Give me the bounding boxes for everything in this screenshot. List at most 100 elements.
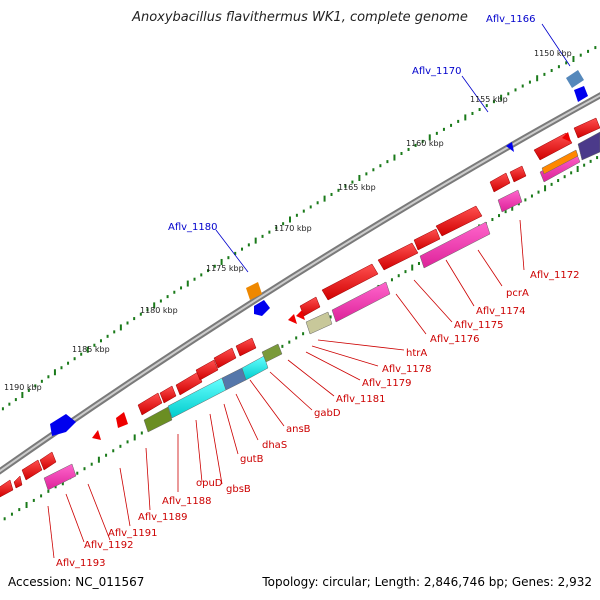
minor-tick: [514, 88, 517, 92]
gene-htra[interactable]: [435, 205, 483, 237]
minor-tick: [213, 264, 216, 268]
gene-label[interactable]: Aflv_1176: [430, 334, 480, 345]
gene-aflv-1181[interactable]: [321, 263, 379, 301]
major-tick: [153, 302, 156, 309]
major-tick: [500, 94, 503, 101]
minor-tick: [54, 485, 57, 489]
gene-aflv-1180-box[interactable]: [246, 282, 262, 300]
gene-aflv-1166-box[interactable]: [566, 70, 584, 88]
gene-label[interactable]: Aflv_1193: [56, 558, 106, 569]
topology-summary: Topology: circular; Length: 2,846,746 bp…: [262, 575, 592, 589]
gene-bar-1175[interactable]: [497, 189, 523, 213]
gene-aflv-1189[interactable]: [39, 451, 57, 471]
minor-tick: [140, 431, 143, 435]
gene-bar-1172b[interactable]: [541, 149, 579, 175]
minor-tick: [275, 226, 278, 230]
minor-tick: [316, 201, 319, 205]
gene-label[interactable]: ansB: [286, 424, 311, 435]
gene-label[interactable]: Aflv_1179: [362, 378, 412, 389]
gene-label-aflv-1180[interactable]: Aflv_1180: [168, 222, 218, 233]
minor-tick: [565, 61, 568, 65]
gene-ansb[interactable]: [235, 337, 257, 357]
gene-aflv-1178[interactable]: [413, 228, 441, 251]
gene-bar-1193[interactable]: [43, 463, 77, 491]
minor-tick: [330, 192, 333, 196]
gene-bar-1188[interactable]: [143, 406, 173, 433]
gene-label[interactable]: Aflv_1175: [454, 320, 504, 331]
gene-label[interactable]: Aflv_1192: [84, 540, 134, 551]
gene-label[interactable]: gutB: [240, 454, 264, 465]
minor-tick: [414, 143, 417, 147]
major-tick: [254, 237, 257, 244]
gene-aflv-1175[interactable]: [509, 165, 527, 183]
gene-label[interactable]: Aflv_1191: [108, 528, 158, 539]
gene-bar-gabd[interactable]: [305, 311, 333, 335]
minor-tick: [193, 277, 196, 281]
gene-gbsb[interactable]: [175, 371, 203, 396]
minor-tick: [241, 247, 244, 251]
genome-backbone-highlight: [0, 94, 600, 473]
minor-tick: [1, 407, 4, 411]
gene-aflv-1180-arrow[interactable]: [254, 300, 270, 316]
gene-label[interactable]: Aflv_1174: [476, 306, 526, 317]
gene-aflv-1176[interactable]: [489, 172, 511, 193]
gene-aflv-1192[interactable]: [13, 475, 23, 489]
gene-aflv-1193[interactable]: [0, 479, 14, 498]
gene-aflv-1188[interactable]: [137, 392, 163, 416]
minor-tick: [386, 160, 389, 164]
gene-label[interactable]: Aflv_1189: [138, 512, 188, 523]
gene-label[interactable]: gabD: [314, 408, 341, 419]
minor-tick: [282, 222, 285, 226]
gene-bar-gutb[interactable]: [221, 367, 247, 391]
gene-bar-1181[interactable]: [331, 281, 391, 323]
gene-aflv-1166-arrow[interactable]: [574, 86, 588, 102]
minor-tick: [99, 339, 102, 343]
minor-tick: [10, 512, 13, 516]
minor-tick: [417, 262, 420, 266]
minor-tick: [227, 256, 230, 260]
inner-tick-ring: [3, 156, 599, 521]
tick-label: 1160 kbp: [406, 139, 444, 148]
gene-label[interactable]: Aflv_1178: [382, 364, 432, 375]
gene-label[interactable]: opuD: [196, 478, 223, 489]
minor-tick: [550, 182, 553, 186]
gene-bar-dhas[interactable]: [241, 355, 269, 381]
bottom-gene-labels: Aflv_1172 pcrA Aflv_1174 Aflv_1175 Aflv_…: [56, 270, 580, 569]
minor-tick: [173, 290, 176, 294]
minor-tick: [288, 340, 291, 344]
gene-aflv-1191[interactable]: [21, 459, 43, 481]
minor-tick: [113, 330, 116, 334]
gene-aflv-1179[interactable]: [377, 242, 419, 271]
gene-opud[interactable]: [159, 385, 177, 404]
major-tick: [25, 502, 28, 509]
gene-label[interactable]: Aflv_1188: [162, 496, 212, 507]
minor-tick: [207, 269, 210, 273]
minor-tick: [521, 84, 524, 88]
gene-dhas[interactable]: [213, 347, 237, 369]
gene-bar-htra[interactable]: [419, 221, 491, 269]
gene-aflv-1170-arrow[interactable]: [506, 142, 514, 152]
gene-label[interactable]: htrA: [406, 348, 427, 359]
gene-label-aflv-1170[interactable]: Aflv_1170: [412, 66, 462, 77]
gene-aflv-1190-arrow[interactable]: [50, 414, 76, 436]
gene-gabd[interactable]: [299, 296, 321, 317]
minor-tick: [159, 299, 162, 303]
major-tick: [97, 456, 100, 463]
major-tick: [86, 346, 89, 353]
gene-label[interactable]: dhaS: [262, 440, 287, 451]
gene-bar-1166[interactable]: [577, 131, 600, 161]
gene-label[interactable]: pcrA: [506, 288, 529, 299]
gene-label-aflv-1166[interactable]: Aflv_1166: [486, 14, 536, 25]
minor-tick: [498, 214, 501, 218]
minor-tick: [112, 449, 115, 453]
gene-bar-ansb[interactable]: [261, 343, 283, 363]
gene-label[interactable]: gbsB: [226, 484, 251, 495]
minor-tick: [557, 65, 560, 69]
major-tick: [511, 204, 514, 211]
gene-aflv-1174[interactable]: [533, 132, 573, 161]
gene-aflv-1172[interactable]: [573, 117, 600, 139]
minor-tick: [563, 175, 566, 179]
gene-label[interactable]: Aflv_1172: [530, 270, 580, 281]
gene-gutb[interactable]: [195, 359, 219, 381]
gene-label[interactable]: Aflv_1181: [336, 394, 386, 405]
